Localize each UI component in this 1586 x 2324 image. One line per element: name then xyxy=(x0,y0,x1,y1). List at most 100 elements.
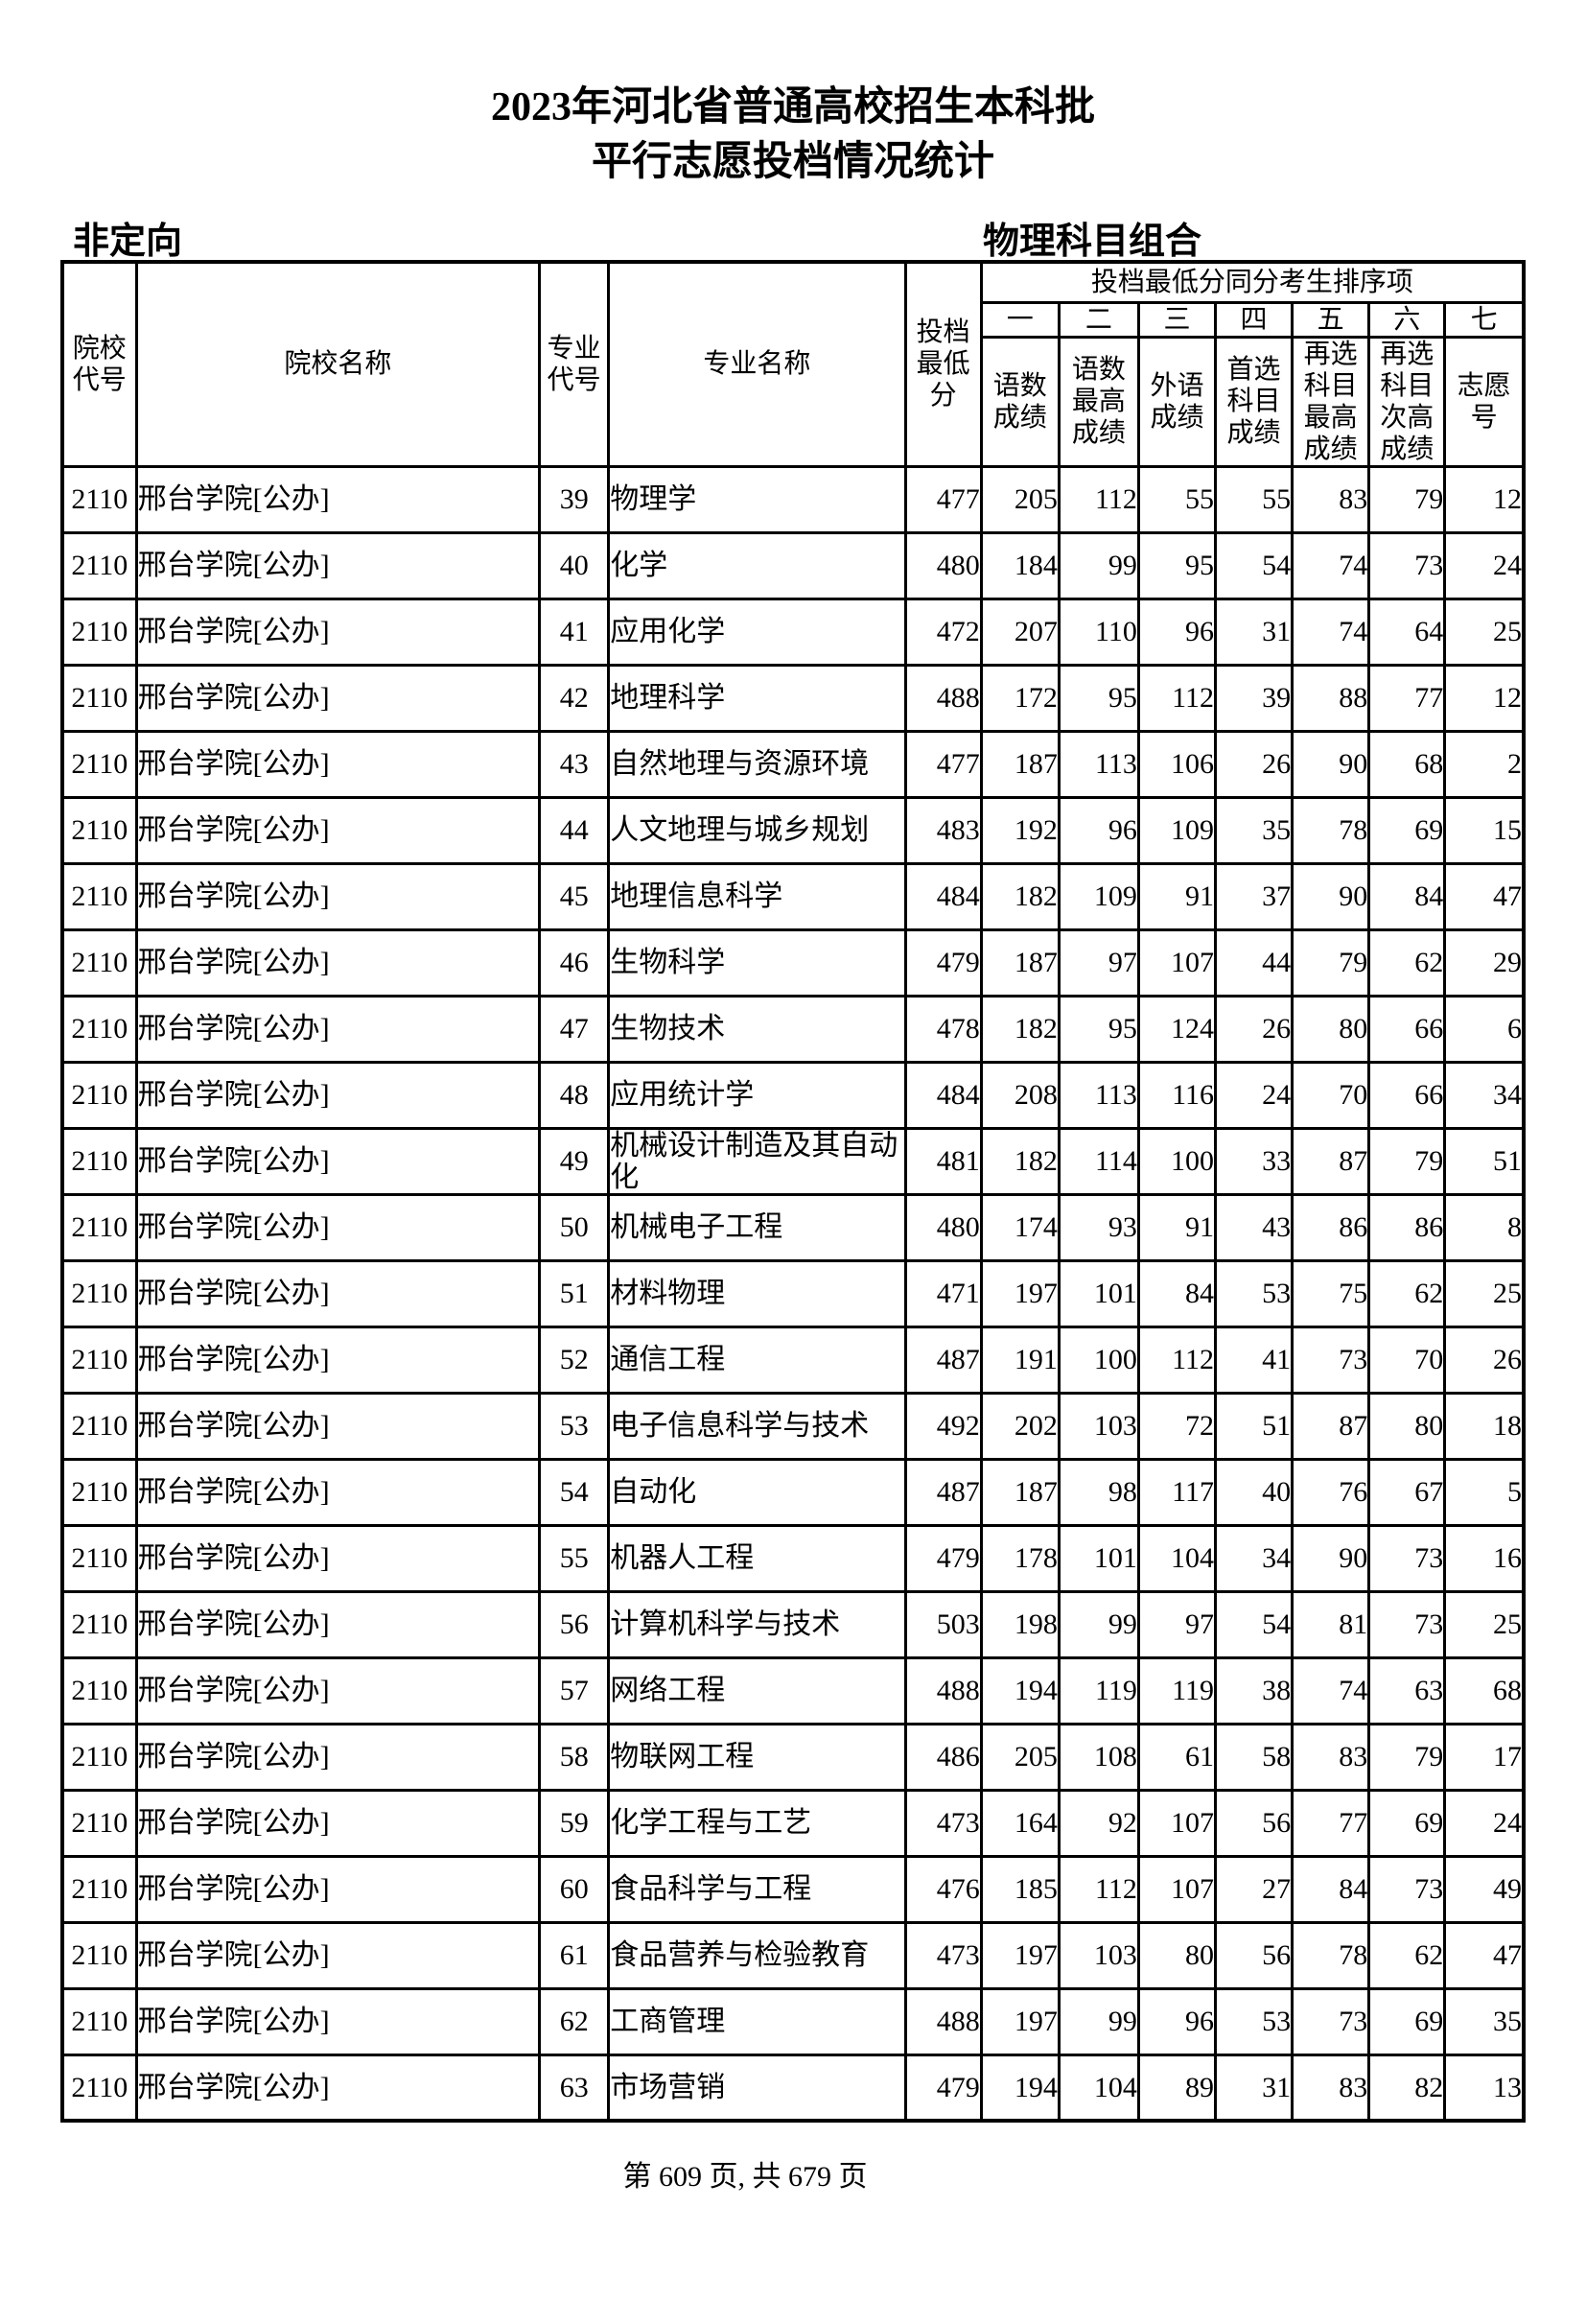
chinese-math-score-cell: 182 xyxy=(979,1126,1061,1196)
college-code-cell: 2110 xyxy=(60,1325,138,1395)
header-ordinal-3: 三 xyxy=(1136,300,1218,339)
min-score-cell: 478 xyxy=(903,994,983,1064)
major-name-cell: 机器人工程 xyxy=(607,1523,907,1593)
first-subject-score-cell: 53 xyxy=(1213,1986,1294,2056)
first-subject-score-cell: 51 xyxy=(1213,1391,1294,1461)
major-code-cell: 63 xyxy=(538,2053,611,2123)
min-score-cell: 479 xyxy=(903,1523,983,1593)
major-name-cell: 物联网工程 xyxy=(607,1722,907,1792)
reselect-max-score-cell: 73 xyxy=(1291,1325,1371,1395)
chinese-math-max-score-cell: 104 xyxy=(1057,2053,1140,2123)
major-name-cell: 通信工程 xyxy=(607,1325,907,1395)
volunteer-number-cell: 49 xyxy=(1443,1854,1526,1924)
table-row: 2110 邢台学院[公办] 49 机械设计制造及其自动化 481 182 114 100 33 8… xyxy=(60,1126,1526,1196)
min-score-cell: 471 xyxy=(903,1258,983,1328)
min-score-cell: 481 xyxy=(903,1126,983,1196)
min-score-cell: 487 xyxy=(903,1457,983,1527)
chinese-math-max-score-cell: 95 xyxy=(1057,994,1140,1064)
major-name-cell: 网络工程 xyxy=(607,1655,907,1725)
foreign-language-score-cell: 116 xyxy=(1136,1060,1218,1130)
chinese-math-max-score-cell: 101 xyxy=(1057,1523,1140,1593)
header-volunteer-number: 志愿 号 xyxy=(1443,335,1526,468)
min-score-cell: 480 xyxy=(903,530,983,600)
chinese-math-max-score-cell: 110 xyxy=(1057,597,1140,667)
college-name-cell: 邢台学院[公办] xyxy=(134,1788,542,1858)
chinese-math-max-score-cell: 114 xyxy=(1057,1126,1140,1196)
volunteer-number-cell: 25 xyxy=(1443,597,1526,667)
major-code-cell: 55 xyxy=(538,1523,611,1593)
major-code-cell: 52 xyxy=(538,1325,611,1395)
foreign-language-score-cell: 55 xyxy=(1136,464,1218,534)
first-subject-score-cell: 35 xyxy=(1213,795,1294,865)
major-name-cell: 地理科学 xyxy=(607,663,907,733)
first-subject-score-cell: 39 xyxy=(1213,663,1294,733)
orientation-label: 非定向 xyxy=(73,222,183,262)
major-code-cell: 41 xyxy=(538,597,611,667)
header-major-name: 专业名称 xyxy=(607,260,907,468)
college-name-cell: 邢台学院[公办] xyxy=(134,1192,542,1262)
college-name-cell: 邢台学院[公办] xyxy=(134,1986,542,2056)
chinese-math-score-cell: 187 xyxy=(979,927,1061,998)
first-subject-score-cell: 26 xyxy=(1213,729,1294,799)
table-row: 2110 邢台学院[公办] 42 地理科学 488 172 95 112 39 88 77 12 xyxy=(60,663,1526,733)
reselect-second-score-cell: 73 xyxy=(1367,1589,1447,1659)
reselect-second-score-cell: 73 xyxy=(1367,1523,1447,1593)
table-row: 2110 邢台学院[公办] 55 机器人工程 479 178 101 104 34 90 73 16 xyxy=(60,1523,1526,1593)
reselect-max-score-cell: 87 xyxy=(1291,1126,1371,1196)
major-name-cell: 人文地理与城乡规划 xyxy=(607,795,907,865)
major-name-cell: 电子信息科学与技术 xyxy=(607,1391,907,1461)
chinese-math-score-cell: 205 xyxy=(979,1722,1061,1792)
major-code-cell: 48 xyxy=(538,1060,611,1130)
min-score-cell: 483 xyxy=(903,795,983,865)
major-name-cell: 化学 xyxy=(607,530,907,600)
volunteer-number-cell: 2 xyxy=(1443,729,1526,799)
college-name-cell: 邢台学院[公办] xyxy=(134,1457,542,1527)
reselect-max-score-cell: 73 xyxy=(1291,1986,1371,2056)
min-score-cell: 476 xyxy=(903,1854,983,1924)
first-subject-score-cell: 38 xyxy=(1213,1655,1294,1725)
reselect-max-score-cell: 74 xyxy=(1291,597,1371,667)
table-row: 2110 邢台学院[公办] 51 材料物理 471 197 101 84 53 75 62 25 xyxy=(60,1258,1526,1328)
foreign-language-score-cell: 72 xyxy=(1136,1391,1218,1461)
header-ordinal-4: 四 xyxy=(1213,300,1294,339)
major-code-cell: 59 xyxy=(538,1788,611,1858)
college-name-cell: 邢台学院[公办] xyxy=(134,1258,542,1328)
foreign-language-score-cell: 61 xyxy=(1136,1722,1218,1792)
major-code-cell: 56 xyxy=(538,1589,611,1659)
college-code-cell: 2110 xyxy=(60,1457,138,1527)
chinese-math-max-score-cell: 112 xyxy=(1057,464,1140,534)
reselect-max-score-cell: 83 xyxy=(1291,2053,1371,2123)
reselect-second-score-cell: 79 xyxy=(1367,1126,1447,1196)
foreign-language-score-cell: 91 xyxy=(1136,1192,1218,1262)
chinese-math-score-cell: 205 xyxy=(979,464,1061,534)
chinese-math-max-score-cell: 119 xyxy=(1057,1655,1140,1725)
volunteer-number-cell: 51 xyxy=(1443,1126,1526,1196)
major-code-cell: 39 xyxy=(538,464,611,534)
chinese-math-score-cell: 207 xyxy=(979,597,1061,667)
min-score-cell: 477 xyxy=(903,729,983,799)
min-score-cell: 488 xyxy=(903,663,983,733)
college-code-cell: 2110 xyxy=(60,1986,138,2056)
reselect-second-score-cell: 73 xyxy=(1367,530,1447,600)
major-name-cell: 自然地理与资源环境 xyxy=(607,729,907,799)
college-code-cell: 2110 xyxy=(60,1589,138,1659)
college-name-cell: 邢台学院[公办] xyxy=(134,1391,542,1461)
min-score-cell: 488 xyxy=(903,1655,983,1725)
college-code-cell: 2110 xyxy=(60,1126,138,1196)
major-name-cell: 工商管理 xyxy=(607,1986,907,2056)
foreign-language-score-cell: 100 xyxy=(1136,1126,1218,1196)
reselect-max-score-cell: 86 xyxy=(1291,1192,1371,1262)
major-code-cell: 58 xyxy=(538,1722,611,1792)
table-row: 2110 邢台学院[公办] 39 物理学 477 205 112 55 55 83 79 12 xyxy=(60,464,1526,534)
header-ordinal-6: 六 xyxy=(1367,300,1447,339)
reselect-second-score-cell: 66 xyxy=(1367,994,1447,1064)
min-score-cell: 479 xyxy=(903,2053,983,2123)
foreign-language-score-cell: 84 xyxy=(1136,1258,1218,1328)
volunteer-number-cell: 29 xyxy=(1443,927,1526,998)
first-subject-score-cell: 56 xyxy=(1213,1920,1294,1990)
min-score-cell: 479 xyxy=(903,927,983,998)
major-name-cell: 自动化 xyxy=(607,1457,907,1527)
page-title: 2023年河北省普通高校招生本科批 平行志愿投档情况统计 xyxy=(0,81,1586,190)
table-row: 2110 邢台学院[公办] 58 物联网工程 486 205 108 61 58 83 79 17 xyxy=(60,1722,1526,1792)
chinese-math-max-score-cell: 100 xyxy=(1057,1325,1140,1395)
